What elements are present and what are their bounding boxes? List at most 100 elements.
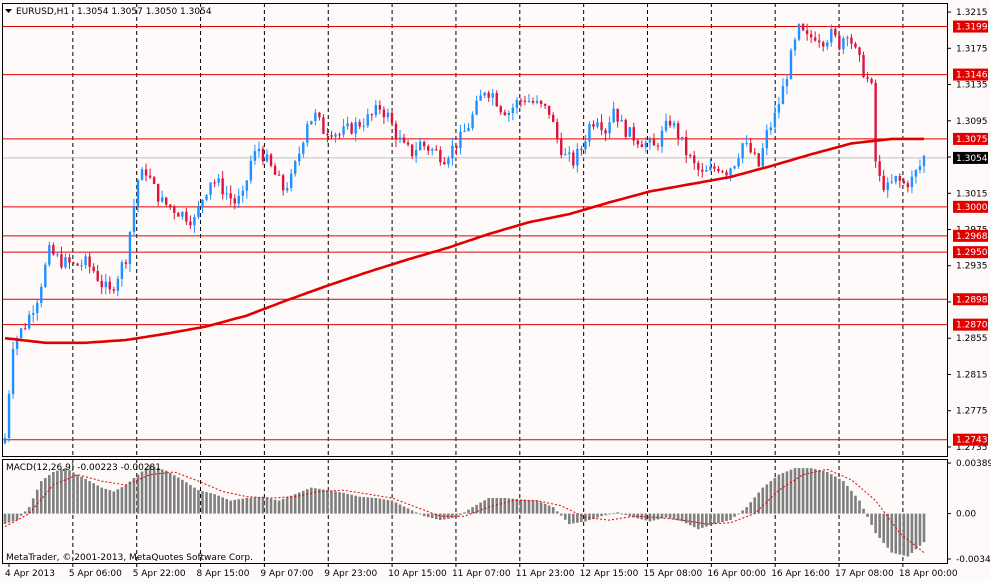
candle <box>289 168 293 192</box>
macd-bar <box>922 513 926 543</box>
candle <box>668 115 672 128</box>
symbol-label: EURUSD,H1 <box>16 7 69 17</box>
candle <box>842 36 845 55</box>
candle <box>475 95 478 116</box>
macd-bar <box>624 513 628 515</box>
candle <box>273 163 277 175</box>
macd-y-tick-label: 0.00389 <box>956 459 991 469</box>
macd-bar <box>660 513 664 519</box>
macd-bar <box>124 485 128 514</box>
macd-bar <box>825 472 829 514</box>
macd-bar <box>592 513 595 519</box>
macd-bar <box>705 513 708 527</box>
x-tick-label: 4 Apr 2013 <box>5 569 55 579</box>
macd-bar <box>749 502 752 514</box>
candle <box>64 253 67 270</box>
macd-bar <box>88 481 91 514</box>
macd-bar <box>148 465 152 514</box>
macd-bar <box>443 513 446 520</box>
macd-indicator <box>3 465 926 557</box>
macd-bar <box>31 498 35 514</box>
candle <box>269 153 273 168</box>
candle <box>96 264 99 282</box>
candle <box>656 142 660 151</box>
y-tick-label: 1.2735 <box>956 443 988 453</box>
macd-bar <box>499 498 503 514</box>
main-frame <box>2 3 948 457</box>
candle <box>809 29 813 43</box>
y-tick-label: 1.2935 <box>956 262 988 272</box>
level-label: 1.2898 <box>953 293 988 306</box>
macd-bar <box>358 496 362 514</box>
candle <box>616 108 619 128</box>
candle <box>717 165 720 174</box>
candle <box>88 252 91 274</box>
ma-line <box>4 137 924 345</box>
y-tick-label: 1.3095 <box>956 117 988 127</box>
macd-bar <box>789 469 793 514</box>
candle <box>185 207 188 225</box>
macd-bar <box>757 492 761 514</box>
candle <box>902 178 906 185</box>
candle <box>427 144 430 155</box>
macd-bar <box>809 468 813 514</box>
candle <box>757 152 760 168</box>
candle <box>826 39 829 50</box>
x-tick-label: 8 Apr 15:00 <box>197 569 250 579</box>
macd-bar <box>354 495 357 514</box>
candle <box>701 162 704 178</box>
candle <box>342 118 345 138</box>
candle <box>543 103 547 109</box>
macd-bar <box>902 513 906 556</box>
candle <box>362 118 365 132</box>
macd-bar <box>390 500 394 514</box>
macd-bar <box>338 492 341 514</box>
macd-bar <box>821 471 825 514</box>
candle <box>314 109 317 126</box>
candle <box>834 26 837 38</box>
candle <box>765 124 769 156</box>
candle <box>882 169 885 193</box>
candle <box>322 114 325 135</box>
candle <box>443 156 446 166</box>
macd-bar <box>80 476 83 514</box>
candle <box>237 188 240 208</box>
macd-bar <box>834 476 837 514</box>
macd-bar <box>245 498 249 514</box>
candle <box>128 231 132 272</box>
candle <box>640 140 644 148</box>
candle <box>116 275 120 297</box>
macd-bar <box>39 481 43 514</box>
y-tick-label: 1.3135 <box>956 81 988 91</box>
macd-bar <box>418 513 422 515</box>
macd-bar <box>398 504 402 514</box>
dropdown-triangle-icon[interactable] <box>5 9 12 13</box>
candle <box>277 170 281 176</box>
candle <box>632 122 635 146</box>
candle <box>801 23 805 32</box>
level-label: 1.3146 <box>953 68 988 81</box>
x-tick-label: 5 Apr 22:00 <box>133 569 186 579</box>
candle <box>451 137 454 166</box>
macd-bar <box>386 499 390 514</box>
macd-bar <box>886 513 890 548</box>
macd-bar <box>201 491 204 514</box>
macd-bar <box>511 498 515 514</box>
macd-y-tick-label: -0.00349 <box>956 555 991 565</box>
candle <box>447 155 450 168</box>
svg-text:1.2870: 1.2870 <box>956 321 988 331</box>
macd-bar <box>11 513 15 522</box>
candle <box>418 137 422 151</box>
candle <box>72 261 75 266</box>
macd-bar <box>874 513 877 534</box>
macd-bar <box>805 468 809 514</box>
macd-bar <box>555 511 559 514</box>
level-label: 1.2743 <box>953 433 988 446</box>
candle <box>318 111 321 121</box>
macd-bar <box>261 496 265 514</box>
macd-bar <box>293 494 297 514</box>
macd-bar <box>479 502 482 514</box>
candle <box>648 136 652 150</box>
